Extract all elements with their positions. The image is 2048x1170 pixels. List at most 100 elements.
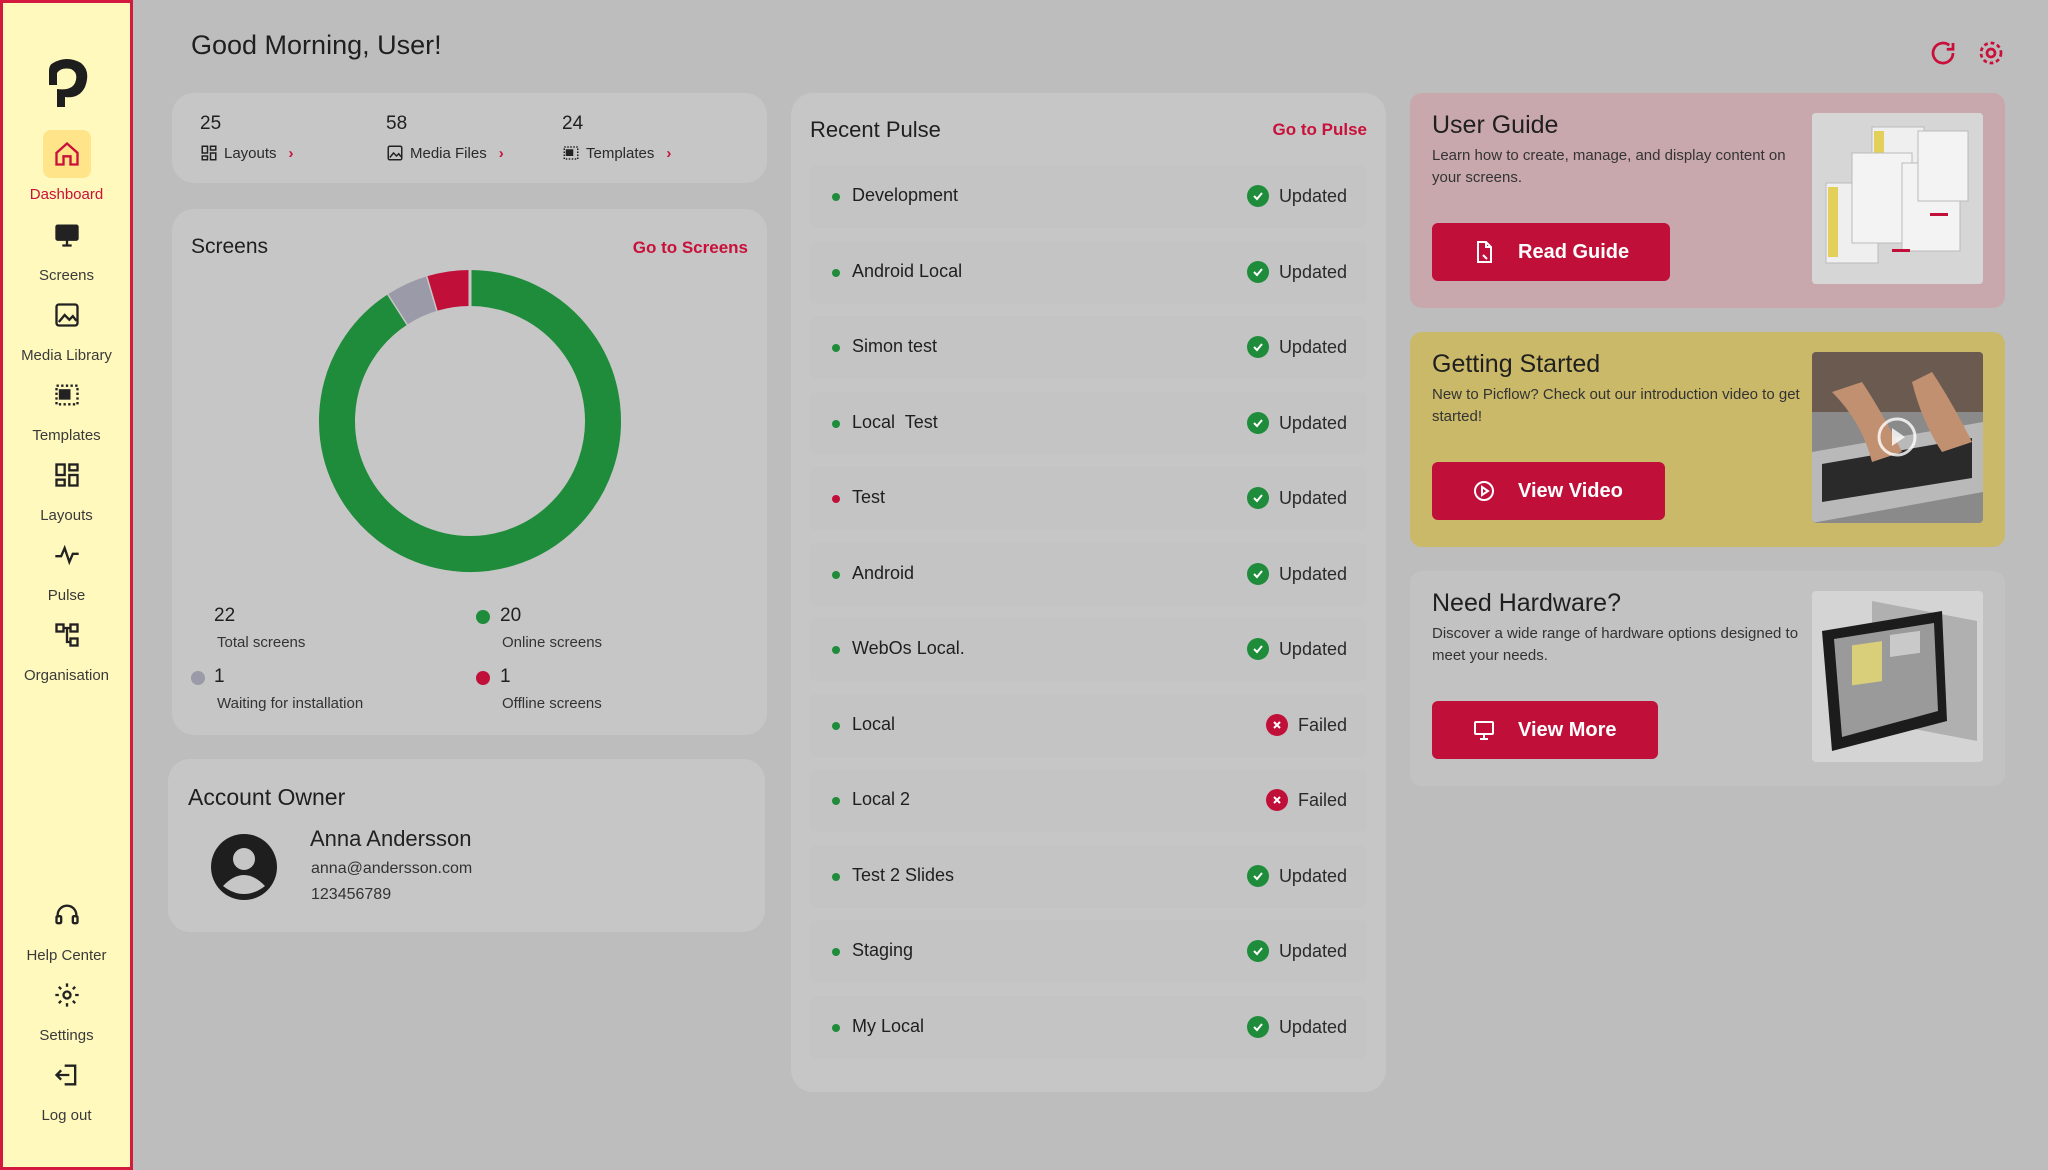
pulse-status-dot xyxy=(832,495,840,503)
template-icon xyxy=(563,146,579,160)
sidebar-item-pulse[interactable]: Pulse xyxy=(3,531,130,604)
sidebar-item-dashboard[interactable]: Dashboard xyxy=(3,130,130,203)
sidebar-item-logout[interactable]: Log out xyxy=(3,1051,130,1124)
user-guide-title: User Guide xyxy=(1432,111,1559,139)
view-more-label: View More xyxy=(1518,718,1617,741)
pulse-name: Test 2 Slides xyxy=(852,865,955,885)
pulse-status: Failed xyxy=(1265,789,1347,811)
check-circle-icon xyxy=(1246,336,1269,358)
pulse-name: Staging xyxy=(852,940,914,960)
stat-link[interactable]: Templates › xyxy=(562,144,671,162)
layout-grid-icon xyxy=(43,451,91,499)
pulse-row[interactable]: Local Failed xyxy=(810,694,1367,757)
stat-templates[interactable]: 24 Templates › xyxy=(562,113,671,162)
sidebar-item-organisation[interactable]: Organisation xyxy=(3,611,130,684)
pulse-row[interactable]: Android Updated xyxy=(810,543,1367,606)
screens-donut-chart xyxy=(319,270,621,572)
stat-link[interactable]: Layouts › xyxy=(200,144,294,162)
sidebar-item-settings[interactable]: Settings xyxy=(3,971,130,1044)
pulse-row[interactable]: Local 2 Failed xyxy=(810,769,1367,832)
pulse-status-label: Updated xyxy=(1278,412,1347,433)
check-circle-icon xyxy=(1246,940,1269,962)
app-logo xyxy=(49,59,88,107)
refresh-icon[interactable] xyxy=(1928,38,1958,68)
pulse-status-label: Failed xyxy=(1297,789,1347,810)
check-circle-icon xyxy=(1246,487,1269,509)
pulse-row[interactable]: My Local Updated xyxy=(810,996,1367,1059)
stat-label: Media Files xyxy=(410,144,487,162)
stat-link[interactable]: Media Files › xyxy=(386,144,504,162)
pulse-status-label: Updated xyxy=(1278,487,1347,508)
pulse-row[interactable]: Android Local Updated xyxy=(810,241,1367,304)
sidebar-item-help-center[interactable]: Help Center xyxy=(3,891,130,964)
settings-gear-icon[interactable] xyxy=(1976,38,2006,68)
view-more-button[interactable]: View More xyxy=(1432,701,1658,759)
stat-media-files[interactable]: 58 Media Files › xyxy=(386,113,504,162)
pulse-status: Updated xyxy=(1246,336,1347,358)
sidebar-item-media-library[interactable]: Media Library xyxy=(3,291,130,364)
pulse-status-dot xyxy=(832,948,840,956)
stat-label: Templates xyxy=(586,144,655,162)
getting-started-desc: New to Picflow? Check out our introducti… xyxy=(1432,386,1800,425)
pulse-name: WebOs Local. xyxy=(852,638,965,658)
chevron-right-icon: › xyxy=(498,144,504,162)
sidebar-item-templates[interactable]: Templates xyxy=(3,371,130,444)
getting-started-card: Getting Started New to Picflow? Check ou… xyxy=(1410,332,2005,547)
pulse-row[interactable]: Test Updated xyxy=(810,467,1367,530)
chevron-right-icon: › xyxy=(666,144,672,162)
view-video-button[interactable]: View Video xyxy=(1432,462,1665,520)
pulse-status: Updated xyxy=(1246,1016,1347,1038)
pulse-row[interactable]: Simon test Updated xyxy=(810,316,1367,379)
page-greeting: Good Morning, User! xyxy=(191,30,442,60)
stat-count: 25 xyxy=(200,113,222,134)
monitor-icon xyxy=(1474,721,1494,740)
check-circle-icon xyxy=(1246,563,1269,585)
screens-card: Screens Go to Screens 22 Total screens 2… xyxy=(172,209,767,735)
read-guide-button[interactable]: Read Guide xyxy=(1432,223,1670,281)
pulse-status-label: Updated xyxy=(1278,940,1347,961)
go-to-pulse-link[interactable]: Go to Pulse xyxy=(1272,120,1367,139)
display-hardware-image xyxy=(1812,591,1983,762)
pulse-status-dot xyxy=(832,571,840,579)
stats-card: 25 Layouts › 58 Media Files › 24 Templat… xyxy=(172,93,767,183)
pulse-status-dot xyxy=(832,646,840,654)
go-to-screens-link[interactable]: Go to Screens xyxy=(632,238,748,257)
pulse-status-label: Updated xyxy=(1278,865,1347,886)
pulse-status: Updated xyxy=(1246,638,1347,660)
play-icon xyxy=(1474,481,1494,501)
sidebar-item-screens[interactable]: Screens xyxy=(3,211,130,284)
pulse-name: Local 2 xyxy=(852,789,911,809)
pulse-status-dot xyxy=(832,1024,840,1032)
sidebar-item-layouts[interactable]: Layouts xyxy=(3,451,130,524)
pulse-row[interactable]: Staging Updated xyxy=(810,920,1367,983)
stat-count: 24 xyxy=(562,113,584,134)
offline-legend-dot xyxy=(476,671,490,685)
pulse-row[interactable]: Local Test Updated xyxy=(810,392,1367,455)
need-hardware-desc: Discover a wide range of hardware option… xyxy=(1432,625,1799,664)
need-hardware-card: Need Hardware? Discover a wide range of … xyxy=(1410,571,2005,786)
home-icon xyxy=(42,130,91,178)
pulse-status-label: Updated xyxy=(1278,185,1347,206)
sidebar-item-label: Help Center xyxy=(26,947,107,964)
account-name: Anna Andersson xyxy=(310,826,472,851)
read-guide-label: Read Guide xyxy=(1518,240,1630,263)
pulse-row[interactable]: Test 2 Slides Updated xyxy=(810,845,1367,908)
pulse-name: My Local xyxy=(852,1016,925,1036)
pulse-status: Updated xyxy=(1246,412,1347,434)
waiting-label: Waiting for installation xyxy=(217,695,364,712)
sidebar-item-label: Templates xyxy=(32,427,101,444)
account-title: Account Owner xyxy=(188,784,346,810)
stat-label: Layouts xyxy=(224,144,277,162)
need-hardware-title: Need Hardware? xyxy=(1432,589,1621,617)
pulse-status: Updated xyxy=(1246,185,1347,207)
getting-started-video-thumbnail[interactable] xyxy=(1812,352,1983,523)
pulse-row[interactable]: Development Updated xyxy=(810,165,1367,228)
pulse-status-dot xyxy=(832,344,840,352)
check-circle-icon xyxy=(1246,412,1269,434)
pulse-name: Simon test xyxy=(852,336,938,356)
stat-layouts[interactable]: 25 Layouts › xyxy=(200,113,294,162)
pulse-row[interactable]: WebOs Local. Updated xyxy=(810,618,1367,681)
template-icon xyxy=(43,371,91,419)
sidebar-item-label: Media Library xyxy=(21,347,112,364)
headset-icon xyxy=(43,891,91,939)
